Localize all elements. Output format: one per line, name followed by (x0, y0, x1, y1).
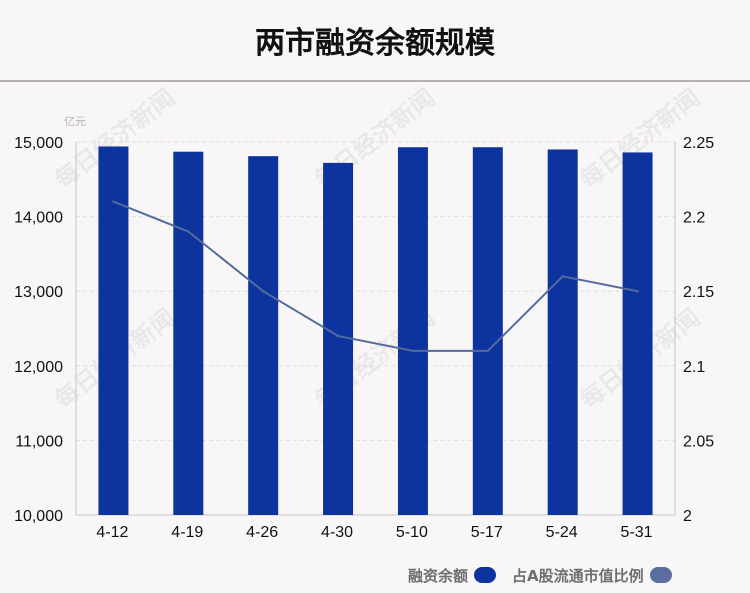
legend-bar-swatch (474, 567, 497, 583)
legend-line-label: 占A股流通市值比例 (512, 566, 644, 585)
bar (472, 147, 503, 516)
bar (98, 146, 129, 515)
x-tick-label: 5-10 (396, 524, 428, 541)
y-right-tick-label: 2.15 (683, 284, 714, 301)
line-point (486, 349, 490, 353)
chart-title: 两市融资余额规模 (255, 26, 495, 61)
y-left-tick-label: 13,000 (14, 284, 63, 301)
y-left-tick-label: 11,000 (15, 433, 63, 450)
y-left-tick-label: 12,000 (14, 359, 63, 376)
y-right-tick-label: 2.25 (683, 135, 714, 152)
bar (547, 149, 578, 515)
legend-bar-label: 融资余额 (408, 566, 469, 585)
line-path (113, 200, 638, 352)
x-tick-label: 4-26 (246, 524, 278, 541)
x-tick-label: 4-30 (321, 524, 353, 541)
unit-label: 亿元 (64, 115, 86, 128)
line-point (636, 290, 639, 293)
line-point (561, 275, 564, 278)
bar (248, 156, 279, 515)
x-tick-label: 5-24 (546, 524, 578, 541)
legend: 融资余额 占A股流通市值比例 (408, 563, 672, 587)
y-right-tick-label: 2.1 (683, 359, 705, 376)
line-point (411, 349, 415, 353)
y-right-tick-label: 2 (683, 508, 692, 525)
title-divider (0, 80, 750, 82)
watermarks: 每日经济新闻每日经济新闻每日经济新闻每日经济新闻每日经济新闻每日经济新闻 (49, 83, 705, 415)
x-tick-label: 4-12 (96, 524, 128, 541)
tick-labels: 10,000 11,000 12,000 13,000 14,000 15,000 2 2.0… (14, 135, 714, 541)
y-left-tick-label: 15,000 (14, 135, 63, 152)
line-series (112, 200, 639, 353)
y-left-tick-label: 10,000 (14, 508, 63, 525)
x-tick-label: 4-19 (171, 524, 203, 541)
y-right-tick-label: 2.2 (683, 210, 705, 227)
y-left-tick-label: 14,000 (14, 210, 63, 227)
line-point (336, 334, 340, 338)
bar (397, 147, 428, 516)
x-tick-label: 5-17 (471, 524, 503, 541)
line-point (261, 290, 265, 293)
x-tick-label: 5-31 (621, 524, 653, 541)
line-point (187, 230, 190, 233)
y-right-tick-label: 2.05 (683, 433, 714, 450)
line-point (112, 200, 115, 203)
bar (173, 151, 204, 515)
bar (622, 152, 653, 515)
legend-line-swatch (649, 567, 672, 583)
bar-series (98, 146, 653, 516)
